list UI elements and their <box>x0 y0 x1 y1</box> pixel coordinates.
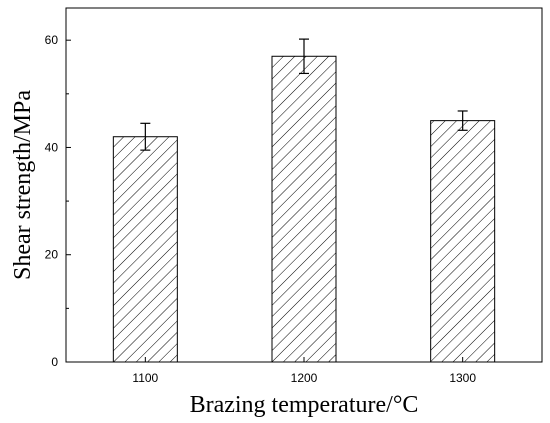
y-tick-label: 40 <box>45 140 59 154</box>
x-axis-ticks: 1100 1200 1300 <box>132 357 476 385</box>
y-tick-label: 60 <box>45 33 59 47</box>
bar-1300 <box>430 120 496 363</box>
bar-1200 <box>271 55 337 363</box>
x-tick-label: 1300 <box>449 371 476 385</box>
error-bar-1300 <box>457 110 468 131</box>
x-axis-title: Brazing temperature/°C <box>190 392 419 418</box>
x-tick-label: 1200 <box>291 371 318 385</box>
y-tick-label: 20 <box>45 248 59 262</box>
y-tick-label: 0 <box>51 355 58 369</box>
error-bar-group <box>140 38 468 151</box>
error-bar-1100 <box>140 122 151 151</box>
y-axis-ticks: 0 20 40 60 <box>45 33 71 369</box>
y-axis-title: Shear strength/MPa <box>10 90 36 280</box>
x-tick-label: 1100 <box>132 371 158 385</box>
bar-1100 <box>112 136 178 363</box>
bar-group <box>112 55 496 363</box>
error-bar-1200 <box>299 38 309 75</box>
